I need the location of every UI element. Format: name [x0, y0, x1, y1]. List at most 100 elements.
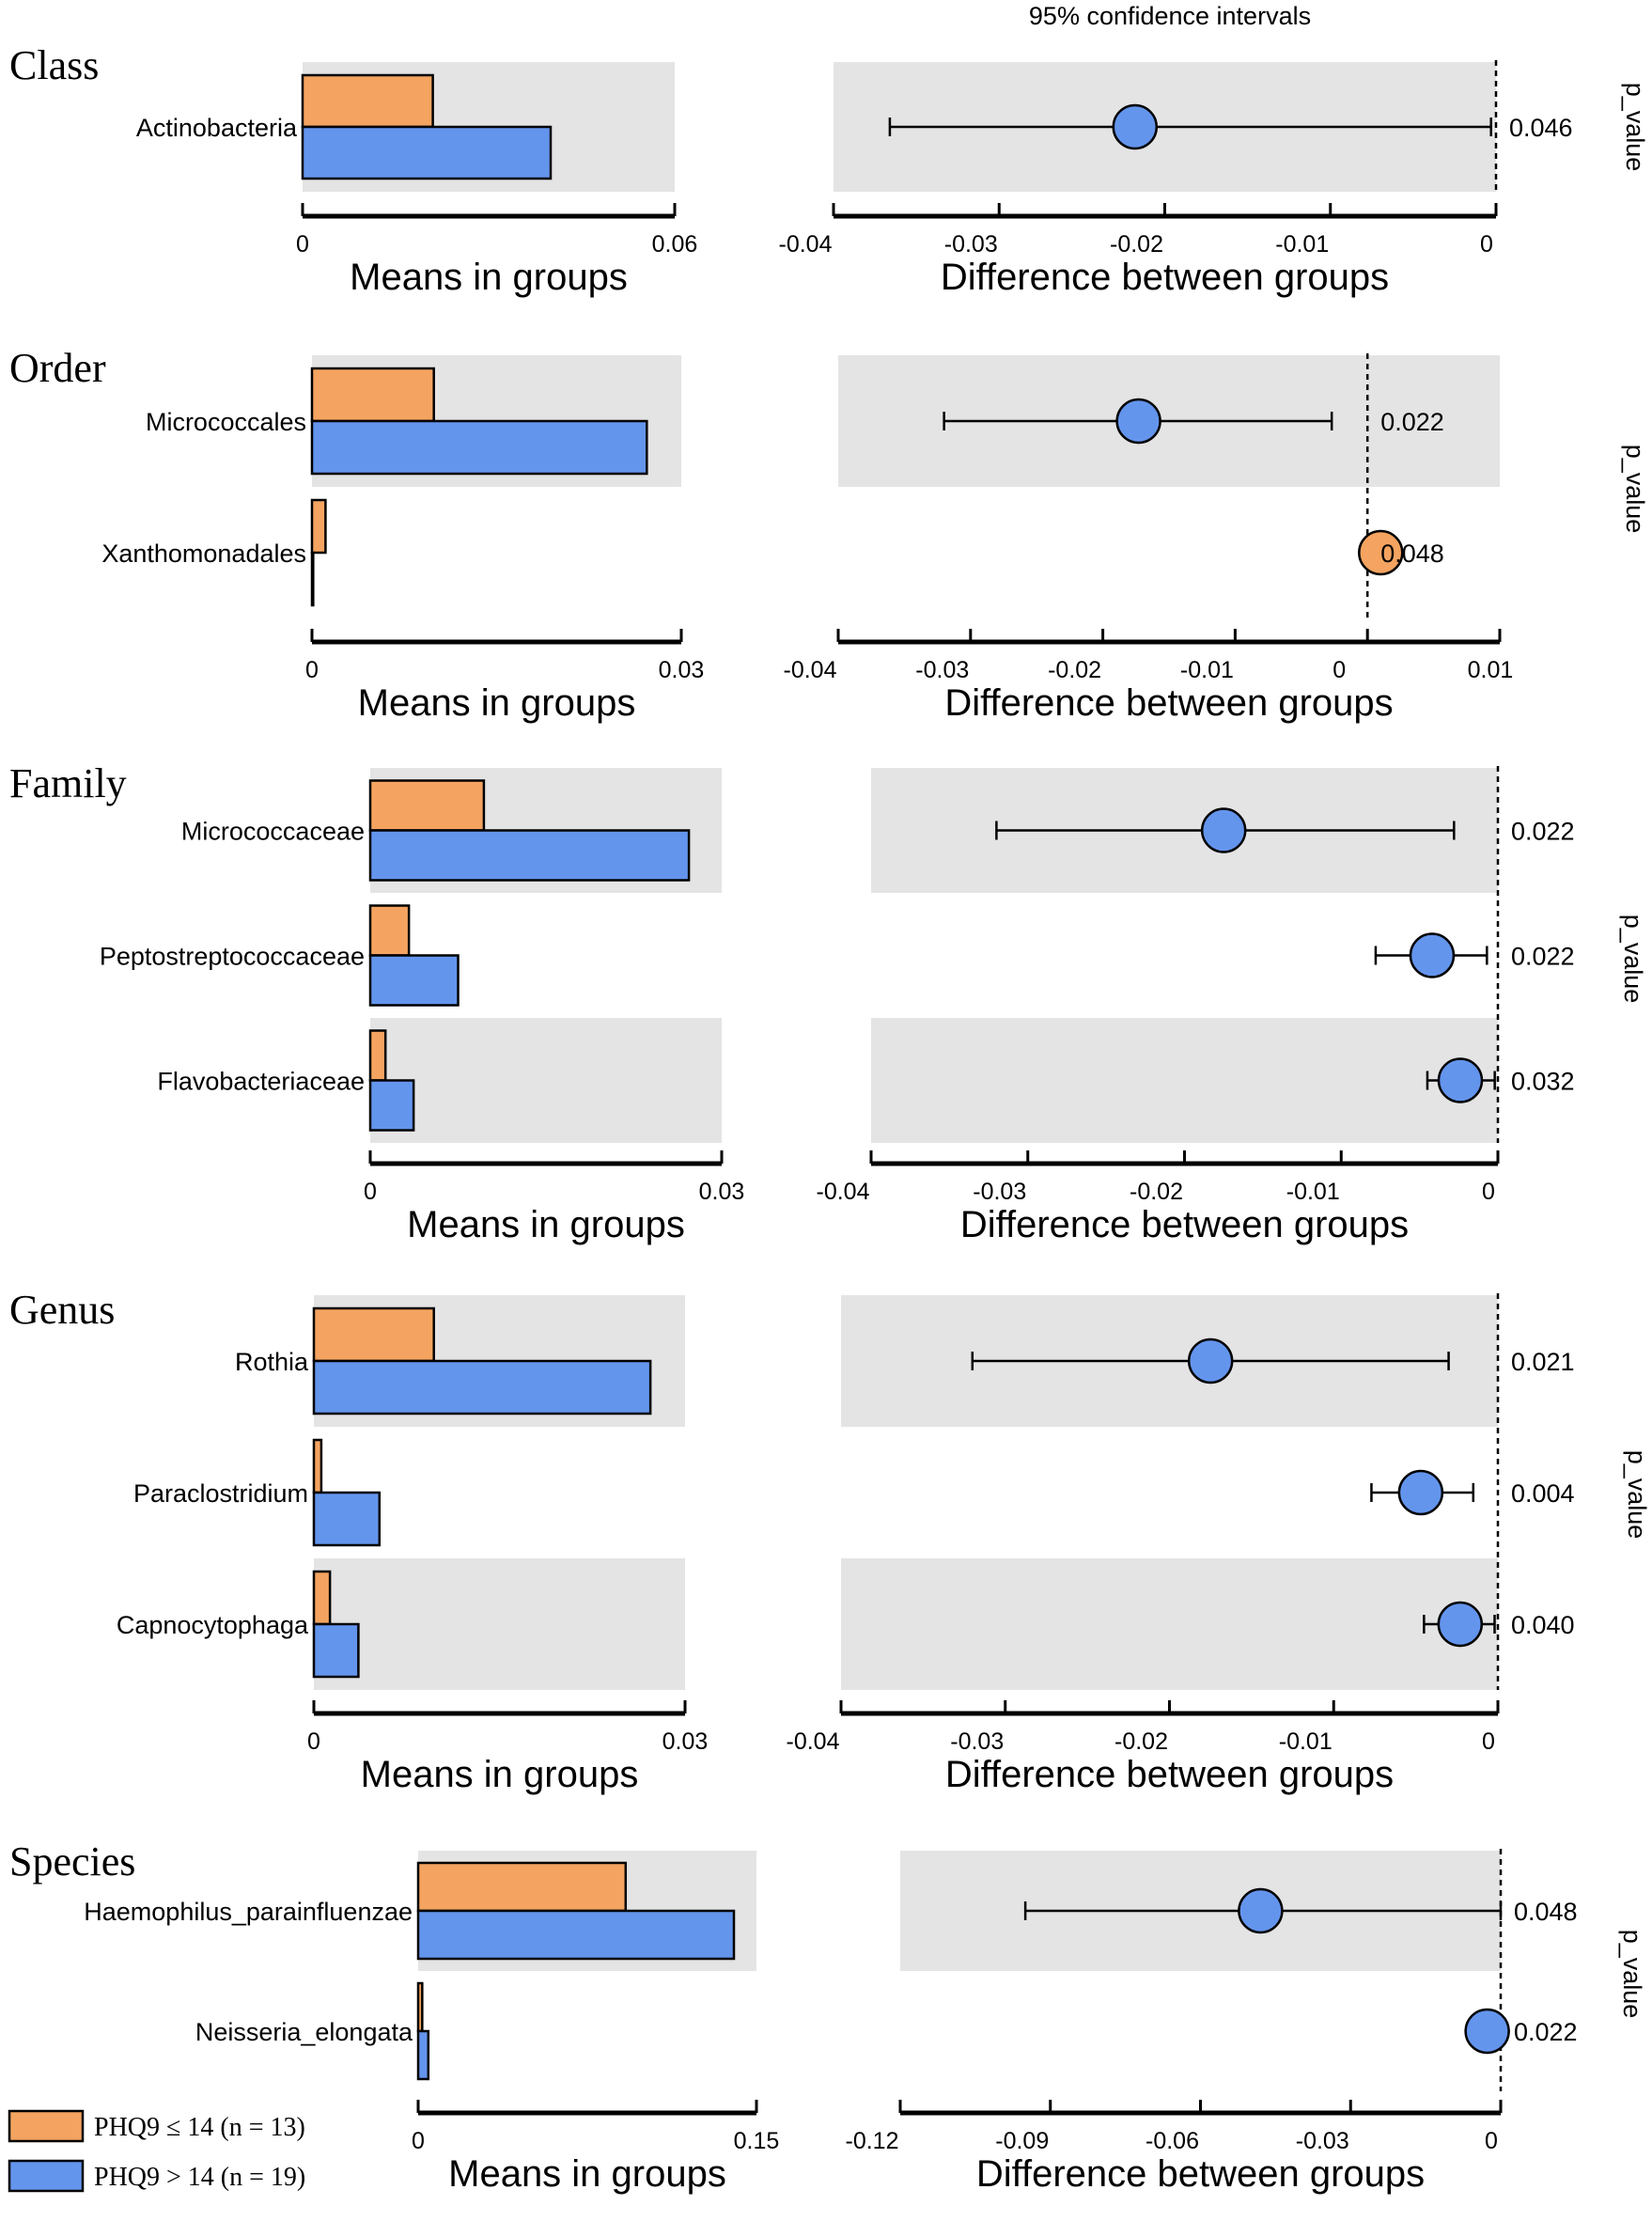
p-value-text: 0.022: [1514, 2018, 1578, 2046]
bar-group2: [301, 125, 553, 180]
bar-group2: [312, 1491, 382, 1547]
diff-tick-label: -0.04: [817, 1179, 870, 1205]
diff-tick-label: -0.03: [944, 231, 998, 258]
means-tick-label: 0.03: [659, 657, 705, 683]
taxon-label: Micrococcales: [146, 408, 306, 436]
legend-label: PHQ9 > 14 (n = 19): [94, 2163, 305, 2192]
means-tick-label: 0.06: [652, 231, 698, 258]
means-tick-label: 0: [307, 1728, 320, 1755]
bar-group2: [312, 1622, 360, 1679]
taxon-label: Capnocytophaga: [117, 1611, 309, 1639]
p-value-text: 0.021: [1511, 1348, 1575, 1376]
taxon-label: Flavobacteriaceae: [157, 1068, 365, 1096]
means-tick-label: 0: [296, 231, 309, 258]
means-tick-label: 0: [305, 657, 319, 683]
taxon-label: Actinobacteria: [136, 114, 298, 142]
means-tick-label: 0.03: [662, 1728, 709, 1755]
bar-group1: [368, 904, 411, 957]
panel-title: Species: [9, 1838, 135, 1885]
panel-title: Family: [9, 760, 127, 806]
p-value-label: p_value: [1621, 445, 1649, 534]
p-value-text: 0.004: [1511, 1479, 1575, 1508]
bar-group1: [310, 367, 435, 423]
diff-tick-label: 0: [1480, 231, 1493, 258]
means-tick-label: 0: [364, 1179, 377, 1205]
diff-tick-label: -0.02: [1130, 1179, 1183, 1205]
diff-point: [1437, 1601, 1484, 1648]
p-value-text: 0.048: [1380, 540, 1444, 568]
means-band: [314, 1558, 685, 1690]
means-tick-label: 0: [412, 2128, 425, 2154]
taxon-label: Paraclostridium: [133, 1479, 308, 1508]
diff-tick-label: -0.02: [1114, 1728, 1168, 1755]
diff-tick-label: -0.03: [1296, 2128, 1349, 2154]
diff-point: [1464, 2008, 1510, 2055]
bar-group2: [312, 1359, 652, 1415]
diff-band: [871, 1018, 1498, 1143]
bar-group1: [301, 73, 434, 129]
diff-tick-label: -0.09: [995, 2128, 1049, 2154]
p-value-text: 0.046: [1509, 114, 1573, 142]
diff-tick-label: -0.03: [973, 1179, 1026, 1205]
taxon-label: Neisseria_elongata: [195, 2018, 413, 2046]
diff-tick-label: -0.03: [950, 1728, 1004, 1755]
p-value-label: p_value: [1621, 83, 1649, 172]
p-value-label: p_value: [1623, 1450, 1651, 1540]
diff-tick-label: -0.04: [779, 231, 833, 258]
p-value-label: p_value: [1618, 1930, 1646, 2019]
diff-tick-label: -0.02: [1048, 657, 1101, 683]
bar-group1: [312, 1306, 435, 1363]
diff-tick-label: -0.02: [1110, 231, 1163, 258]
diff-axis-title: Difference between groups: [976, 2153, 1425, 2195]
diff-tick-label: -0.04: [787, 1728, 840, 1755]
panel-title: Order: [9, 345, 106, 391]
taxon-label: Xanthomonadales: [101, 540, 306, 568]
p-value-label: p_value: [1619, 915, 1647, 1004]
p-value-text: 0.022: [1511, 818, 1575, 846]
panel-family: Family Micrococcaceae 0.022 Peptostreptococ…: [9, 760, 1647, 1245]
diff-point: [1187, 1337, 1234, 1384]
panel-title: Class: [9, 42, 99, 88]
taxon-label: Haemophilus_parainfluenzae: [84, 1898, 413, 1926]
bar-group2: [368, 1079, 415, 1132]
diff-point: [1358, 529, 1404, 576]
diff-axis-title: Difference between groups: [945, 1754, 1394, 1795]
diff-point: [1397, 1469, 1444, 1516]
p-value-text: 0.022: [1380, 408, 1444, 436]
diff-tick-label: -0.01: [1279, 1728, 1333, 1755]
taxon-label: Micrococcaceae: [181, 818, 365, 846]
diff-band: [841, 1558, 1498, 1690]
diff-tick-label: 0: [1482, 1179, 1495, 1205]
p-value-text: 0.022: [1511, 943, 1575, 971]
diff-tick-label: -0.01: [1286, 1179, 1340, 1205]
bar-group1: [416, 1981, 424, 2033]
bar-group1: [312, 1438, 323, 1494]
bar-group2: [310, 419, 648, 476]
legend-label: PHQ9 ≤ 14 (n = 13): [94, 2113, 305, 2142]
means-axis-title: Means in groups: [350, 257, 628, 298]
means-band: [370, 1018, 722, 1143]
diff-tick-label: -0.03: [915, 657, 969, 683]
panel-class: Class Actinobacteria 0.046 p_value 0 0.06 Mean…: [9, 42, 1649, 298]
bar-group1: [368, 779, 486, 832]
means-axis-title: Means in groups: [358, 682, 636, 724]
taxon-label: Rothia: [235, 1348, 309, 1376]
bar-group1: [368, 1029, 387, 1082]
diff-point: [1115, 398, 1161, 445]
panel-genus: Genus Rothia 0.021 Paraclostridium 0.004 Capn…: [9, 1287, 1651, 1795]
diff-tick-label: 0.01: [1468, 657, 1514, 683]
diff-axis-title: Difference between groups: [941, 257, 1389, 298]
panel-species: Species Haemophilus_parainfluenzae 0.048 Ne…: [9, 1838, 1646, 2195]
bar-group2: [368, 954, 460, 1007]
means-axis-title: Means in groups: [361, 1754, 639, 1795]
diff-tick-label: -0.01: [1275, 231, 1329, 258]
legend-swatch: [8, 2109, 85, 2143]
diff-tick-label: 0: [1333, 657, 1346, 683]
means-axis-title: Means in groups: [407, 1204, 685, 1245]
means-tick-label: 0.03: [699, 1179, 745, 1205]
diff-axis-title: Difference between groups: [960, 1204, 1409, 1245]
diff-point: [1409, 932, 1456, 978]
legend: PHQ9 ≤ 14 (n = 13) PHQ9 > 14 (n = 19): [8, 2109, 305, 2193]
legend-swatch: [8, 2159, 85, 2193]
bar-group2: [416, 1909, 736, 1961]
